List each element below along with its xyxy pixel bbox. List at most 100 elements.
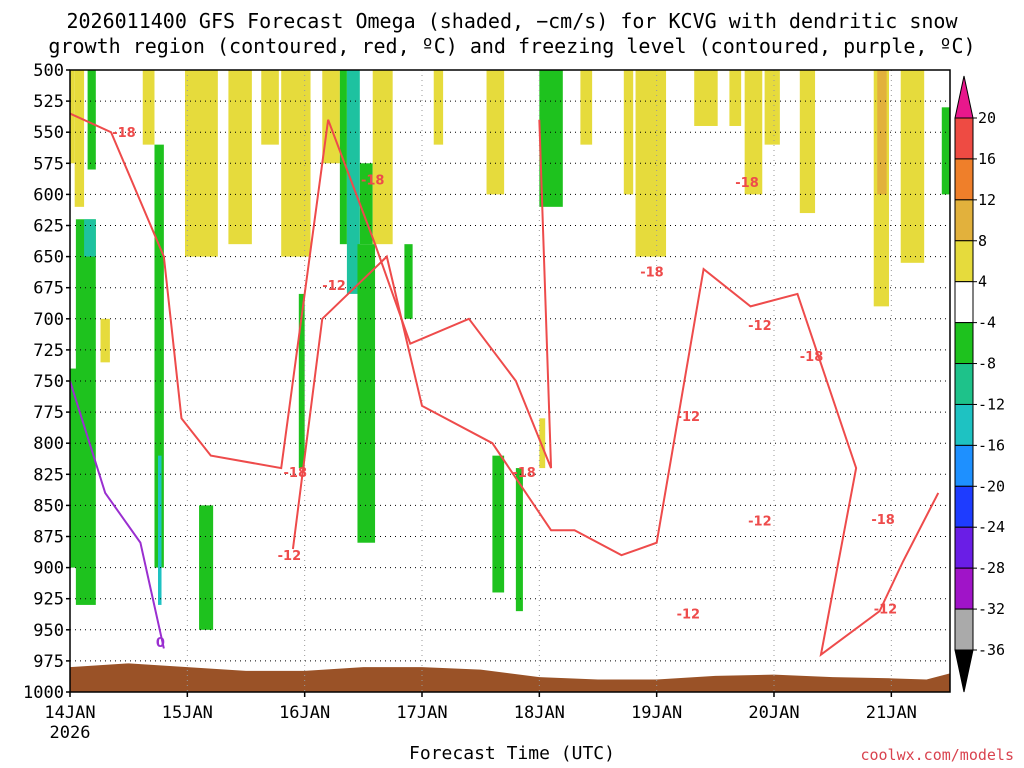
y-axis-ticks: 500 525 550 575 600 625 650 675 700 725 750 775 800 8… [23, 61, 70, 703]
contour-label: -12 [748, 319, 772, 334]
y-tick-label: 525 [33, 92, 64, 112]
omega-patch [404, 244, 413, 319]
colorbar-tick-label: -20 [978, 477, 1005, 495]
dgz-contour [69, 112, 553, 470]
omega-patch [154, 144, 164, 568]
omega-patch [298, 293, 305, 469]
y-tick-label: 500 [33, 61, 64, 81]
x-tick-label: 15JAN [162, 703, 213, 723]
colorbar-swatch [954, 444, 974, 487]
colorbar-swatch [954, 158, 974, 201]
x-tick-label: 19JAN [631, 703, 682, 723]
omega-patch [694, 70, 718, 126]
contour-label: 0 [156, 636, 165, 651]
freezing-level-contour [69, 380, 165, 649]
omega-patch [357, 244, 376, 543]
y-tick-label: 875 [33, 528, 64, 548]
colorbar-swatch [954, 608, 974, 651]
y-tick-label: 575 [33, 154, 64, 174]
omega-patch [199, 505, 214, 630]
credit-text: coolwx.com/models [860, 746, 1014, 764]
contour-label: -12 [677, 410, 701, 425]
colorbar-bottom-arrow [954, 649, 974, 693]
contour-label: -12 [278, 549, 302, 564]
omega-patch [87, 70, 96, 170]
omega-patch [539, 70, 563, 207]
omega-patch [158, 455, 162, 605]
colorbar-swatch [954, 403, 974, 446]
colorbar-tick-label: 12 [978, 191, 996, 209]
colorbar-tick-label: 8 [978, 232, 987, 250]
omega-patch [339, 70, 347, 245]
colorbar-tick-label: -16 [978, 436, 1005, 454]
omega-patch [70, 70, 75, 164]
contour-label: -12 [322, 279, 346, 294]
y-tick-label: 975 [33, 652, 64, 672]
colorbar-tick-label: 20 [978, 109, 996, 127]
x-axis-title: Forecast Time (UTC) [409, 743, 615, 764]
omega-patch [84, 219, 96, 257]
y-tick-label: 825 [33, 465, 64, 485]
x-tick-label: 17JAN [396, 703, 447, 723]
omega-patch [74, 70, 85, 207]
x-axis-ticks: 14JAN 15JAN 16JAN 17JAN 18JAN 19JAN 20JAN 21JAN [44, 692, 917, 723]
x-tick-label: 18JAN [514, 703, 565, 723]
contour-layer [69, 112, 940, 658]
omega-patch [142, 70, 155, 145]
y-tick-label: 750 [33, 372, 64, 392]
x-axis-year-label: 2026 [50, 723, 91, 743]
omega-patch [764, 70, 780, 145]
terrain-layer [70, 663, 950, 692]
omega-patch [492, 455, 505, 593]
colorbar-swatch [954, 363, 974, 405]
contour-label: -18 [735, 176, 759, 191]
colorbar-tick-label: -28 [978, 559, 1005, 577]
colorbar-tick-label: -32 [978, 600, 1005, 618]
colorbar-swatch [954, 281, 974, 324]
contour-label: -18 [112, 126, 136, 141]
omega-patch [261, 70, 279, 145]
colorbar: 20 16 12 8 4 -4 -8 -12 -16 -20 -24 -28 -32 -36 [954, 75, 1005, 693]
dgz-contour [291, 254, 940, 658]
contour-label-layer: -18 -18 -12 -18 -12 -18 -18 -12 -12 -18 -12 -18 -12 -… [112, 126, 897, 651]
y-tick-label: 900 [33, 559, 64, 579]
omega-patch [799, 70, 816, 214]
x-tick-label: 14JAN [44, 703, 95, 723]
colorbar-tick-label: 16 [978, 150, 996, 168]
colorbar-swatch [954, 240, 974, 283]
omega-patch [359, 163, 373, 245]
x-tick-label: 20JAN [748, 703, 799, 723]
contour-label: -18 [871, 513, 895, 528]
contour-label: -12 [874, 603, 898, 618]
omega-patch [240, 194, 252, 226]
colorbar-swatch [954, 485, 974, 528]
y-tick-label: 800 [33, 434, 64, 454]
y-tick-label: 700 [33, 310, 64, 330]
y-tick-label: 625 [33, 217, 64, 237]
y-tick-label: 650 [33, 248, 64, 268]
omega-patch [184, 70, 218, 257]
colorbar-tick-label: -4 [978, 314, 996, 332]
y-tick-label: 850 [33, 496, 64, 516]
terrain-fill [70, 663, 950, 692]
colorbar-swatch [954, 322, 974, 365]
y-tick-label: 775 [33, 403, 64, 423]
omega-patch [729, 70, 742, 126]
omega-patch [372, 70, 393, 245]
omega-patch [941, 107, 950, 195]
contour-label: -18 [512, 466, 536, 481]
y-tick-label: 1000 [23, 683, 64, 703]
contour-label: -18 [284, 466, 308, 481]
omega-patch [515, 468, 523, 612]
colorbar-tick-label: -12 [978, 395, 1005, 413]
colorbar-tick-label: 4 [978, 273, 987, 291]
omega-patch [744, 70, 763, 195]
y-tick-label: 600 [33, 185, 64, 205]
omega-patch [580, 70, 593, 145]
omega-patch [877, 70, 887, 195]
y-tick-label: 950 [33, 621, 64, 641]
colorbar-swatch [954, 567, 974, 610]
y-tick-label: 675 [33, 279, 64, 299]
x-tick-label: 16JAN [279, 703, 330, 723]
